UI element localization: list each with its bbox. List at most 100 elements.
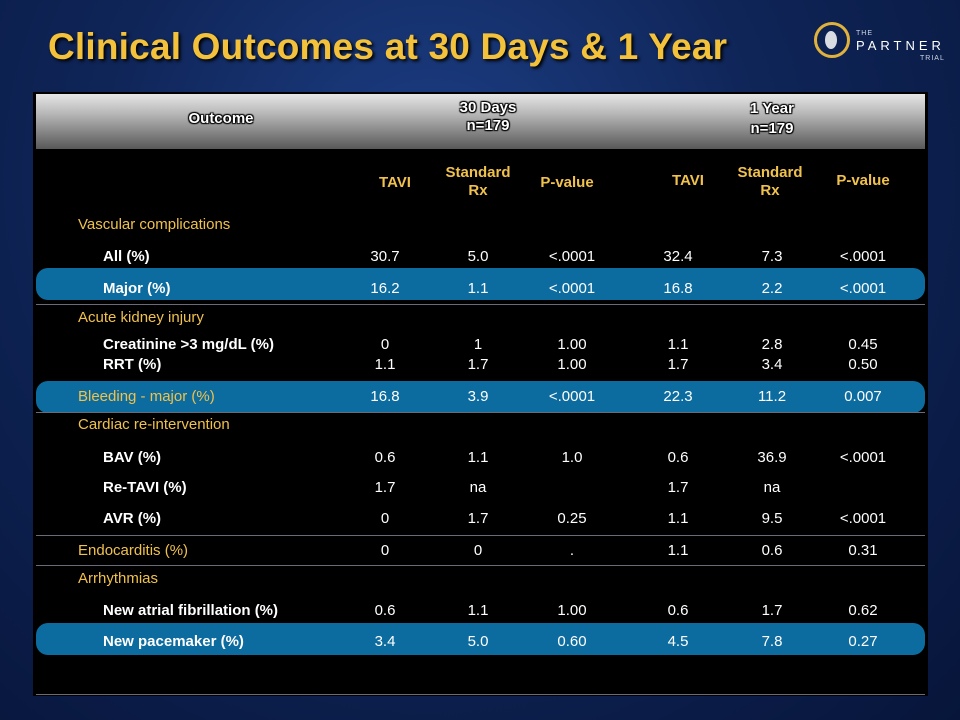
cell-bleeding-p-30d: <.0001 [548,388,596,405]
cell-avr-tavi-1y: 1.1 [667,510,689,527]
cell-creatinine-tavi-1y: 1.1 [667,336,689,353]
header-1-year-n: n=179 [750,120,794,137]
cell-pacemaker-p-1y: 0.27 [848,633,878,650]
cell-pacemaker-std-30d: 5.0 [467,633,489,650]
logo-prefix: THE [856,30,873,37]
row-label-retavi: Re-TAVI (%) [103,479,187,496]
cell-bleeding-tavi-30d: 16.8 [370,388,400,405]
cell-endo-std-30d: 0 [473,542,483,559]
partner-trial-logo: THE PARTNER TRIAL [812,16,952,68]
cell-all-p-30d: <.0001 [548,248,596,265]
row-divider [36,535,925,536]
col-standard-1y-line2: Rx [760,182,780,199]
outcomes-table: Outcome 30 Days n=179 1 Year n=179 TAVI … [33,92,928,696]
cell-rrt-p-1y: 0.50 [848,356,878,373]
cell-bav-tavi-1y: 0.6 [667,449,689,466]
cell-rrt-p-30d: 1.00 [557,356,587,373]
cell-endo-tavi-30d: 0 [380,542,390,559]
cell-major-tavi-30d: 16.2 [370,280,400,297]
cell-bleeding-std-30d: 3.9 [467,388,489,405]
cell-pacemaker-std-1y: 7.8 [761,633,783,650]
partner-logo-icon [814,22,850,58]
cell-avr-p-1y: <.0001 [839,510,887,527]
header-1-year: 1 Year [750,100,794,117]
row-label-major: Major (%) [103,280,171,297]
highlight-pacemaker [36,623,925,655]
table-header-bar [36,94,925,149]
cell-major-std-30d: 1.1 [467,280,489,297]
logo-name: PARTNER [856,38,945,53]
col-pvalue-1y: P-value [836,172,890,189]
category-cardiac-reintervention: Cardiac re-intervention [78,416,230,433]
cell-bav-std-1y: 36.9 [757,449,787,466]
col-tavi-1y: TAVI [672,172,704,189]
cell-pacemaker-tavi-1y: 4.5 [667,633,689,650]
cell-creatinine-p-1y: 0.45 [848,336,878,353]
cell-retavi-std-30d: na [469,479,487,496]
cell-afib-std-1y: 1.7 [761,602,783,619]
cell-bleeding-p-1y: 0.007 [844,388,882,405]
cell-endo-p-1y: 0.31 [848,542,878,559]
cell-rrt-tavi-1y: 1.7 [667,356,689,373]
cell-afib-tavi-1y: 0.6 [667,602,689,619]
cell-bav-tavi-30d: 0.6 [374,449,396,466]
row-label-pacemaker: New pacemaker (%) [103,633,244,650]
cell-afib-std-30d: 1.1 [467,602,489,619]
cell-avr-std-1y: 9.5 [761,510,783,527]
cell-all-tavi-30d: 30.7 [370,248,400,265]
header-outcome: Outcome [188,110,254,127]
cell-creatinine-tavi-30d: 0 [380,336,390,353]
category-aki: Acute kidney injury [78,309,204,326]
cell-bav-std-30d: 1.1 [467,449,489,466]
cell-avr-tavi-30d: 0 [380,510,390,527]
cell-endo-tavi-1y: 1.1 [667,542,689,559]
cell-endo-std-1y: 0.6 [761,542,783,559]
cell-all-tavi-1y: 32.4 [663,248,693,265]
row-label-bav: BAV (%) [103,449,162,466]
cell-avr-std-30d: 1.7 [467,510,489,527]
cell-bav-p-30d: 1.0 [561,449,583,466]
cell-bav-p-1y: <.0001 [839,449,887,466]
row-label-bleeding: Bleeding - major (%) [78,388,215,405]
cell-rrt-tavi-30d: 1.1 [374,356,396,373]
cell-creatinine-std-1y: 2.8 [761,336,783,353]
cell-rrt-std-1y: 3.4 [761,356,783,373]
cell-bleeding-tavi-1y: 22.3 [663,388,693,405]
cell-afib-p-1y: 0.62 [848,602,878,619]
row-label-afib: New atrial fibrillation (%) [103,602,279,619]
col-standard-1y-line1: Standard [737,164,803,181]
cell-afib-p-30d: 1.00 [557,602,587,619]
row-divider [36,412,925,413]
row-divider [36,304,925,305]
cell-major-p-1y: <.0001 [839,280,887,297]
header-30-days-n: n=179 [466,117,510,134]
col-tavi-30d: TAVI [379,174,411,191]
cell-avr-p-30d: 0.25 [557,510,587,527]
category-vascular: Vascular complications [78,216,231,233]
col-standard-30d-line1: Standard [445,164,511,181]
cell-retavi-std-1y: na [763,479,781,496]
cell-endo-p-30d: . [569,542,575,559]
row-label-rrt: RRT (%) [103,356,162,373]
col-pvalue-30d: P-value [540,174,594,191]
cell-afib-tavi-30d: 0.6 [374,602,396,619]
cell-pacemaker-tavi-30d: 3.4 [374,633,396,650]
cell-major-tavi-1y: 16.8 [663,280,693,297]
cell-pacemaker-p-30d: 0.60 [557,633,587,650]
row-divider [36,565,925,566]
col-standard-30d-line2: Rx [468,182,488,199]
row-label-all: All (%) [103,248,150,265]
col-standard-1y: Standard Rx [725,164,815,200]
header-30-days: 30 Days [459,99,517,116]
cell-creatinine-p-30d: 1.00 [557,336,587,353]
slide-title: Clinical Outcomes at 30 Days & 1 Year [48,26,728,67]
logo-suffix: TRIAL [920,55,945,62]
cell-retavi-tavi-30d: 1.7 [374,479,396,496]
cell-bleeding-std-1y: 11.2 [757,388,787,405]
row-label-avr: AVR (%) [103,510,162,527]
row-label-endocarditis: Endocarditis (%) [78,542,189,559]
cell-retavi-tavi-1y: 1.7 [667,479,689,496]
highlight-bleeding [36,381,925,413]
highlight-major [36,268,925,300]
col-standard-30d: Standard Rx [433,164,523,200]
